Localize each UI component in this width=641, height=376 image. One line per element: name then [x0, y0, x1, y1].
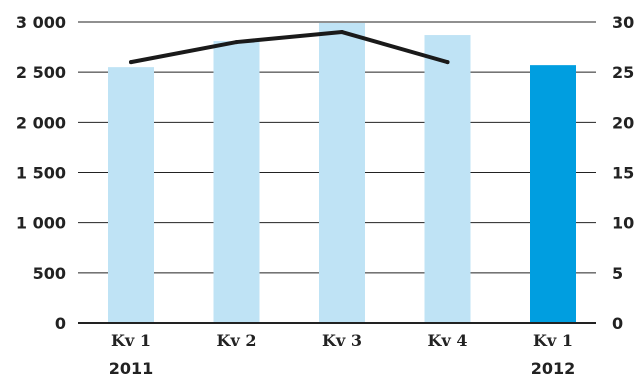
right-tick-label: 10 [612, 214, 634, 233]
bar [108, 67, 154, 324]
category-label: Kv 1 [533, 331, 573, 350]
left-tick-label: 1 000 [16, 214, 66, 233]
year-label: 2011 [109, 359, 154, 376]
category-label: Kv 1 [111, 331, 151, 350]
line-series [129, 30, 450, 65]
category-label: Kv 4 [428, 331, 468, 350]
right-tick-label: 20 [612, 113, 634, 132]
left-tick-label: 2 000 [16, 113, 66, 132]
line-point [234, 40, 239, 45]
line-point [445, 60, 450, 65]
line-point [129, 60, 133, 65]
right-tick-label: 15 [612, 164, 634, 183]
bar [213, 41, 260, 324]
left-tick-label: 2 500 [16, 63, 66, 82]
left-tick-label: 0 [55, 314, 66, 333]
line-point [340, 30, 344, 35]
bar [424, 35, 471, 323]
left-tick-label: 3 000 [16, 13, 66, 32]
category-label: Kv 3 [322, 331, 362, 350]
left-tick-label: 1 500 [16, 164, 66, 183]
right-tick-label: 0 [612, 314, 623, 333]
bar [530, 65, 576, 323]
left-tick-label: 500 [33, 264, 66, 283]
bar [319, 23, 365, 324]
right-tick-label: 30 [612, 13, 634, 32]
right-tick-label: 5 [612, 264, 623, 283]
category-label: Kv 2 [217, 331, 257, 350]
year-label: 2012 [531, 359, 576, 376]
right-tick-label: 25 [612, 63, 634, 82]
